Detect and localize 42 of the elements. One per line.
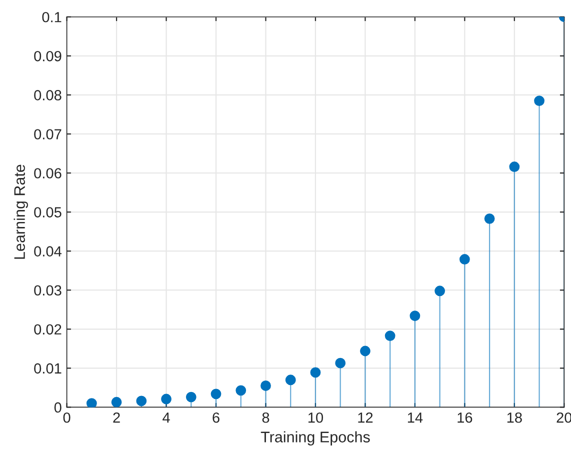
point [161, 394, 172, 404]
x-tick-label: 16 [458, 412, 472, 423]
point [534, 96, 544, 106]
point [186, 392, 196, 402]
point [434, 286, 446, 296]
y-tick-label: 0.08 [34, 90, 62, 100]
y-tick-label: 0.09 [34, 51, 62, 62]
point [260, 380, 271, 391]
x-tick-label: 2 [113, 412, 120, 423]
x-tick-label: 8 [262, 412, 270, 423]
point [86, 398, 97, 408]
x-tick-label: 18 [507, 412, 522, 423]
x-tick-label: 10 [308, 412, 324, 423]
point [310, 367, 321, 378]
point [384, 330, 396, 341]
point [285, 374, 296, 386]
x-tick-label: 0 [63, 412, 70, 423]
y-tick-label: 0.04 [34, 246, 62, 256]
y-tick-label: 0.05 [34, 207, 62, 218]
y-tick-label: 0.03 [34, 285, 62, 296]
x-tick-label: 6 [212, 412, 220, 423]
x-tick-label: 4 [162, 412, 170, 423]
y-axis-title: Learning Rate [14, 164, 28, 259]
point [509, 162, 520, 172]
point [335, 358, 346, 368]
point [136, 396, 147, 406]
x-axis-title: Training Epochs [260, 431, 370, 446]
point [111, 396, 122, 408]
point [236, 385, 246, 396]
y-tick-label: 0.01 [34, 363, 62, 374]
point [360, 346, 370, 356]
x-tick-label: 14 [408, 412, 423, 423]
point [210, 388, 222, 400]
point [410, 310, 420, 322]
x-tick-label: 12 [358, 412, 373, 423]
y-tick-label: 0 [54, 402, 62, 413]
y-tick-label: 0.07 [34, 129, 62, 140]
point [484, 213, 495, 224]
y-tick-label: 0.02 [34, 324, 62, 335]
point [459, 254, 470, 264]
y-tick-label: 0.1 [42, 12, 62, 22]
y-tick-label: 0.06 [34, 168, 62, 178]
